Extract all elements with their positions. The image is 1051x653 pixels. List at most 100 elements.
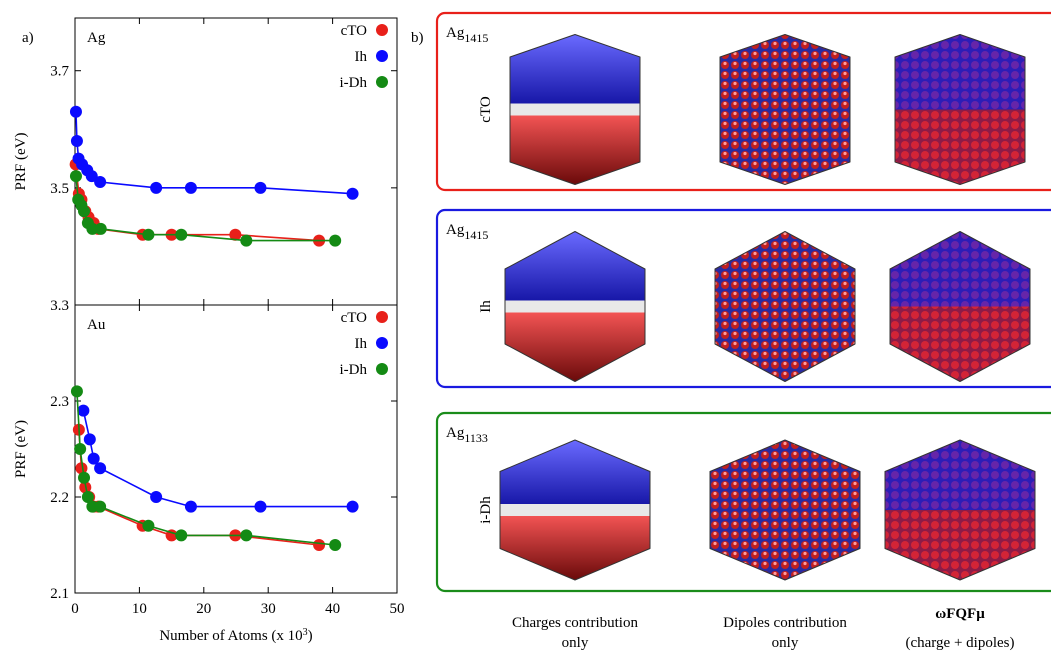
cluster-size: 1133 [464, 431, 488, 445]
series-line [76, 112, 353, 194]
row-system-label: Ag1415 [446, 222, 488, 242]
data-point [78, 205, 90, 217]
element: Ag [446, 222, 465, 238]
data-point [185, 182, 197, 194]
np-bottom [500, 510, 650, 580]
legend-marker [376, 24, 388, 36]
data-point [71, 385, 83, 397]
data-point [347, 188, 359, 200]
nanoparticle [890, 232, 1030, 382]
nanoparticle [720, 35, 850, 185]
np-top [890, 232, 1030, 307]
x-tick-label: 10 [132, 601, 147, 617]
row-shape-label: cTO [478, 96, 494, 123]
row-system-label: Ag1415 [446, 25, 488, 45]
legend-label: cTO [341, 23, 368, 39]
annotation: Au [87, 317, 106, 333]
plot-frame [75, 18, 397, 305]
data-point [254, 182, 266, 194]
nanoparticle [895, 35, 1025, 185]
np-top [895, 35, 1025, 110]
nanoparticle [500, 440, 650, 580]
data-point [150, 491, 162, 503]
np-bottom [510, 110, 640, 185]
data-point [94, 462, 106, 474]
np-dipoles [710, 440, 860, 580]
element: Ag [446, 25, 465, 41]
np-bottom [890, 307, 1030, 382]
nanoparticle [710, 440, 860, 580]
column-subtitle: (charge + dipoles) [906, 635, 1015, 651]
column-title: ωFQFμ [935, 606, 985, 622]
data-point [74, 443, 86, 455]
legend-label: Ih [355, 49, 368, 65]
data-point [94, 176, 106, 188]
y-axis-label: PRF (eV) [13, 133, 29, 191]
np-bottom [505, 307, 645, 382]
np-top [505, 232, 645, 307]
data-point [94, 501, 106, 513]
data-point [70, 106, 82, 118]
nanoparticle [510, 35, 640, 185]
legend-label: cTO [341, 310, 368, 326]
column-title: Dipoles contribution [723, 615, 847, 631]
data-point [240, 235, 252, 247]
data-point [185, 501, 197, 513]
data-point [150, 182, 162, 194]
x-tick-label: 0 [71, 601, 79, 617]
element: Ag [446, 425, 465, 441]
nanoparticle [715, 232, 855, 382]
panel-label: a) [22, 30, 34, 46]
series-line [79, 430, 319, 545]
np-top [500, 440, 650, 510]
cluster-size: 1415 [464, 228, 488, 242]
np-top [885, 440, 1035, 510]
y-tick-label: 3.5 [50, 181, 69, 197]
legend-label: i-Dh [340, 75, 368, 91]
x-axis-label-end: ) [308, 628, 313, 644]
legend-marker [376, 50, 388, 62]
x-tick-label: 20 [196, 601, 211, 617]
legend-marker [376, 311, 388, 323]
row-shape-label: Ih [478, 300, 494, 313]
figure: a) b) Number of Atoms (x 103) Ag1415cTOA… [0, 0, 1051, 653]
data-point [240, 529, 252, 541]
data-point [95, 223, 107, 235]
y-tick-label: 2.3 [50, 394, 69, 410]
np-top [510, 35, 640, 110]
x-tick-label: 30 [261, 601, 276, 617]
data-point [70, 170, 82, 182]
y-axis-label: PRF (eV) [13, 420, 29, 478]
legend-marker [376, 363, 388, 375]
x-axis-label-text: Number of Atoms (x 10 [159, 628, 302, 644]
data-point [142, 229, 154, 241]
y-tick-label: 2.2 [50, 490, 69, 506]
y-tick-label: 3.7 [50, 64, 69, 80]
series-line [76, 164, 319, 240]
np-bottom [895, 110, 1025, 185]
data-point [78, 472, 90, 484]
row-shape-label: i-Dh [478, 496, 494, 524]
plot-frame [75, 305, 397, 593]
cluster-size: 1415 [464, 31, 488, 45]
data-point [329, 235, 341, 247]
series-line [77, 391, 335, 545]
data-point [84, 433, 96, 445]
y-tick-label: 2.1 [50, 586, 69, 602]
nanoparticle [885, 440, 1035, 580]
np-dipoles [715, 232, 855, 382]
panel-label: b) [411, 30, 424, 46]
np-bottom [885, 510, 1035, 580]
data-point [347, 501, 359, 513]
data-point [175, 529, 187, 541]
panel-b: Ag1415cTOAg1415IhAg1133i-DhCharges contr… [437, 13, 1051, 651]
data-point [329, 539, 341, 551]
annotation: Ag [87, 30, 106, 46]
legend-label: Ih [355, 336, 368, 352]
data-point [313, 539, 325, 551]
row-system-label: Ag1133 [446, 425, 488, 445]
np-neutral-band [505, 301, 645, 313]
legend-label: i-Dh [340, 362, 368, 378]
data-point [175, 229, 187, 241]
data-point [77, 405, 89, 417]
